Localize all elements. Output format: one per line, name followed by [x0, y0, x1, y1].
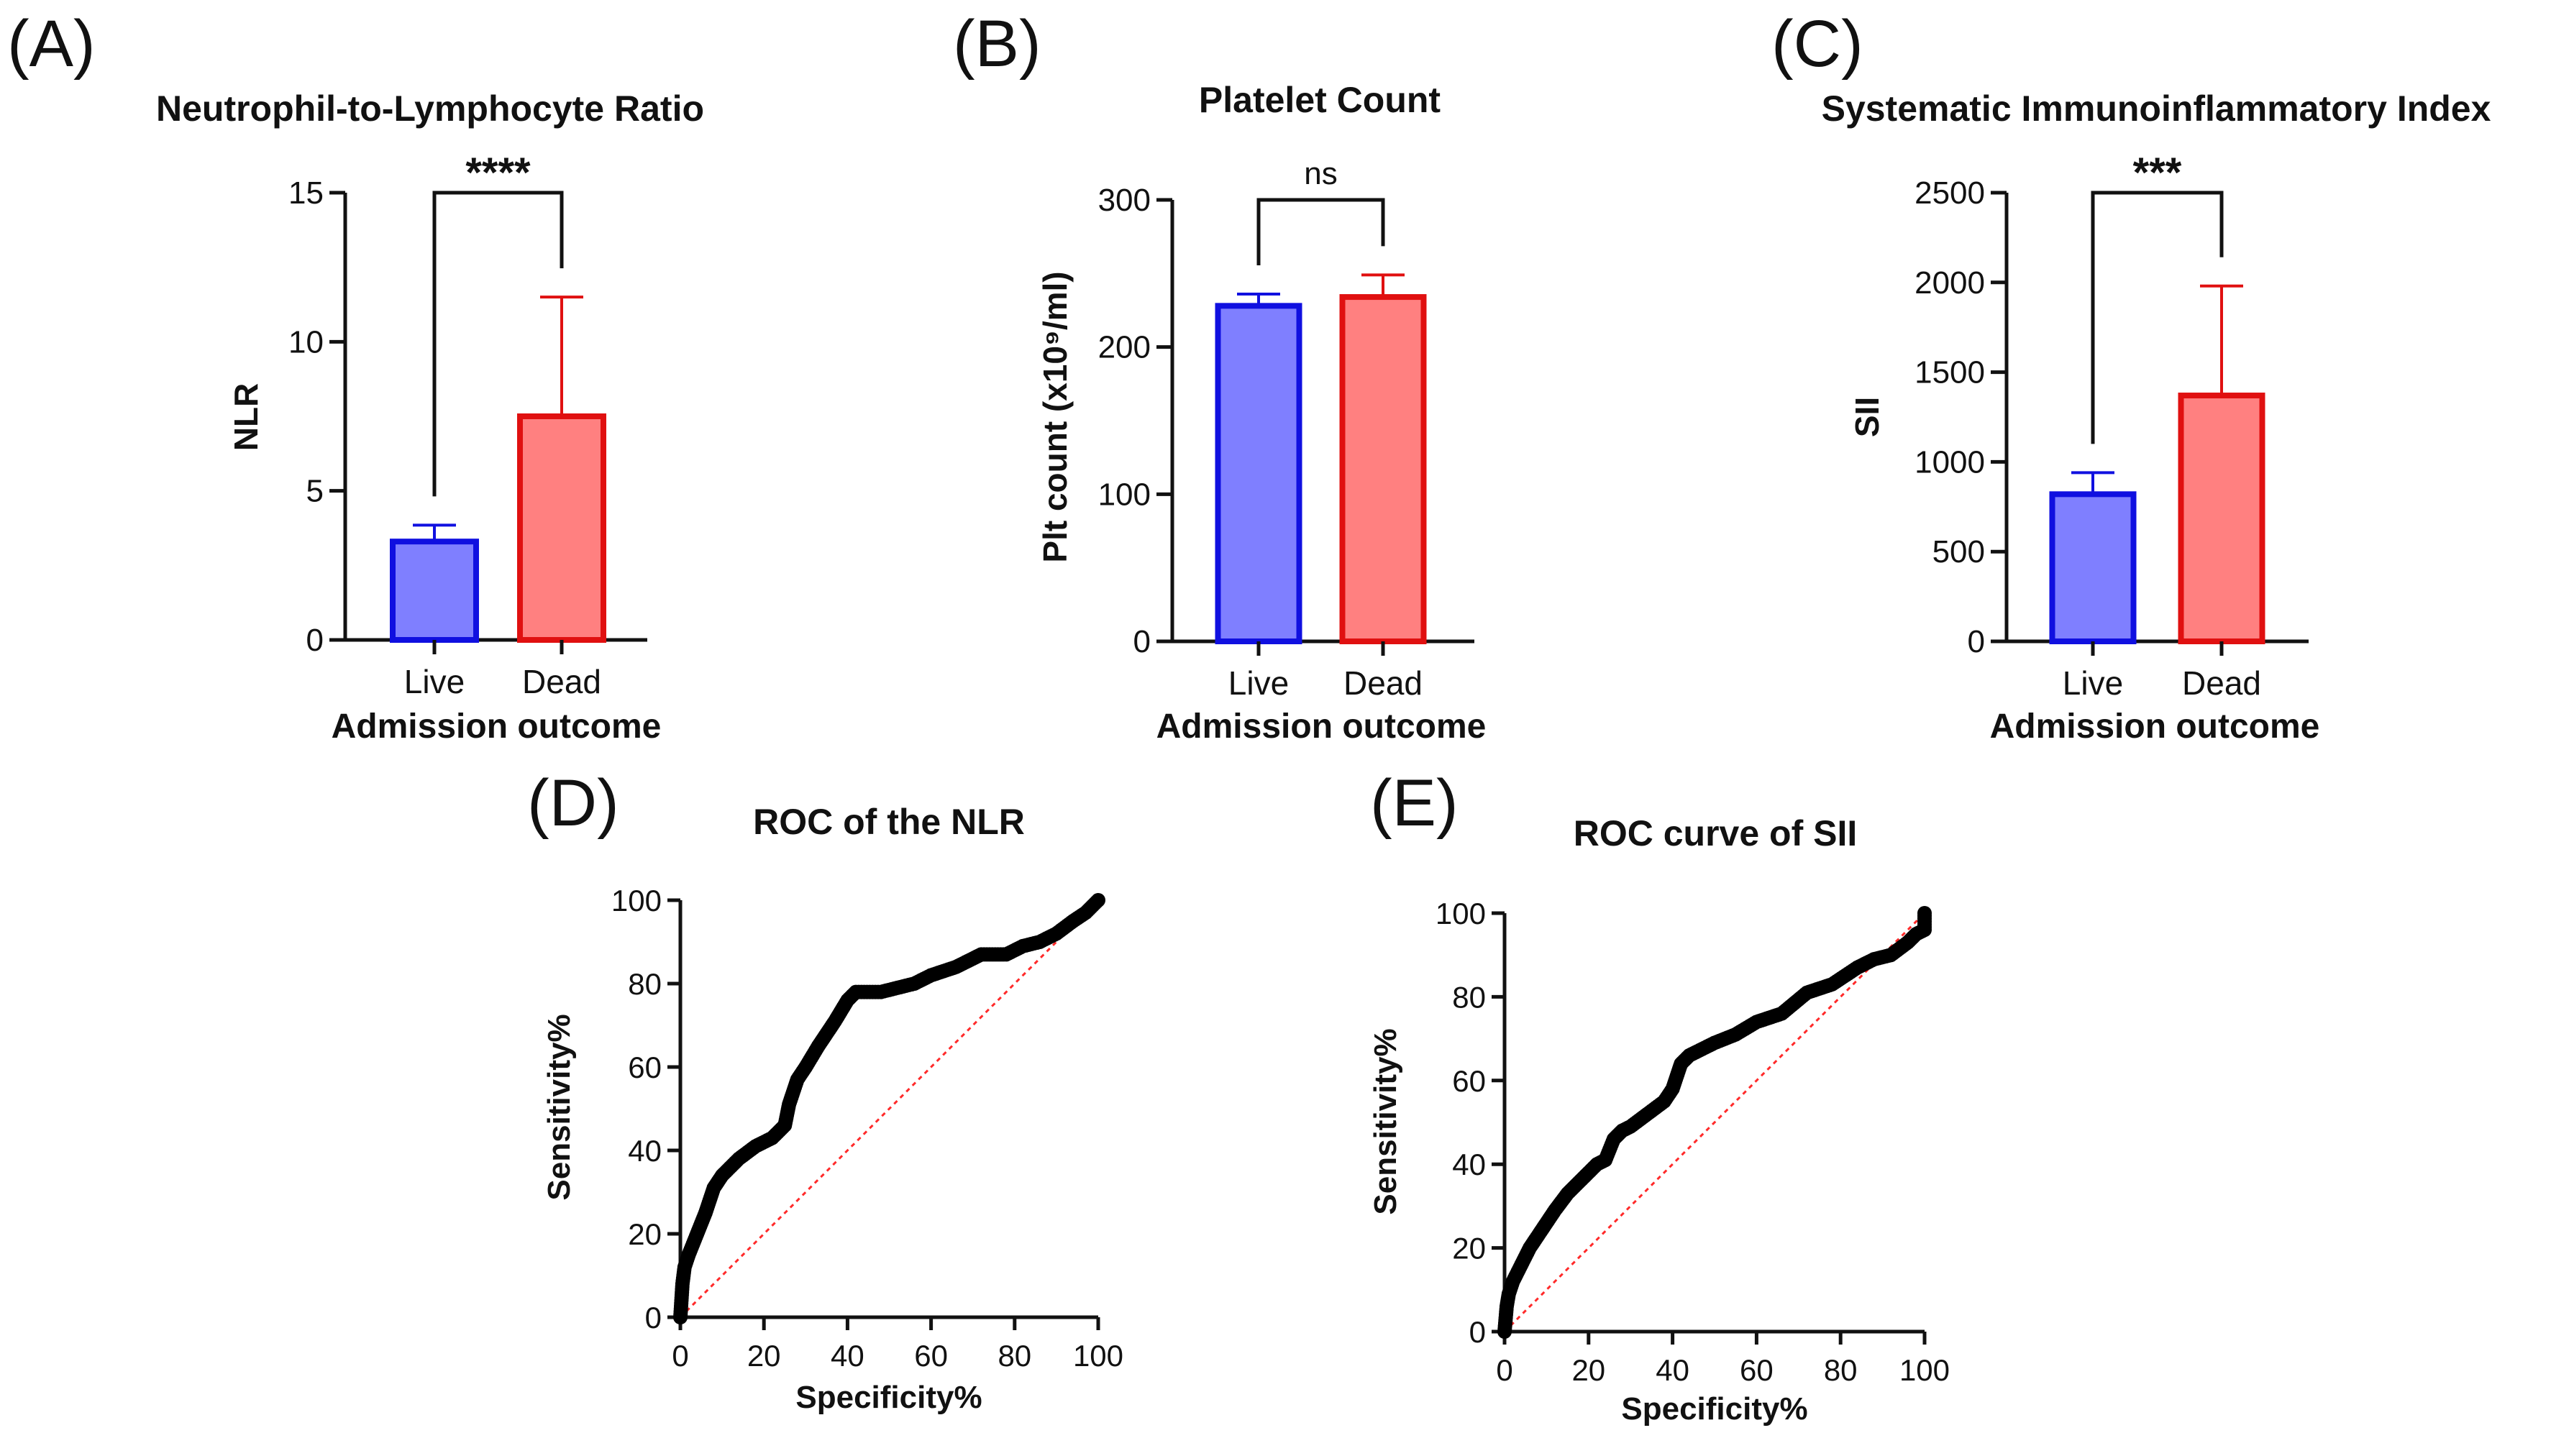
significance-bracket [2091, 191, 2224, 444]
y-tick-label: 60 [1452, 1064, 1486, 1098]
x-tick-label: 0 [1496, 1353, 1512, 1387]
significance-bracket [1256, 198, 1385, 265]
y-tick-label: 0 [1968, 624, 1985, 659]
reference-line [679, 899, 1100, 1319]
y-tick-label: 200 [1098, 330, 1151, 365]
panel-label: (A) [7, 7, 96, 81]
y-tick-label: 80 [628, 967, 662, 1001]
y-tick-label: 100 [611, 884, 662, 917]
panel-a-nlr-bar-chart: (A) Neutrophil-to-Lymphocyte Ratio 0 5 10 15 L… [7, 7, 704, 746]
x-tick-label: Dead [2182, 664, 2261, 702]
roc-points [1497, 906, 1932, 1339]
significance-label: **** [465, 150, 531, 196]
panel-label: (C) [1771, 7, 1863, 81]
y-tick-label: 1000 [1914, 444, 1985, 480]
y-tick-label: 2500 [1914, 175, 1985, 211]
y-axis-label: Sensitivity% [1368, 1028, 1403, 1214]
significance-label: *** [2133, 150, 2182, 196]
x-axis-label: Specificity% [1621, 1391, 1807, 1427]
y-tick-label: 100 [1098, 477, 1151, 512]
y-tick-label: 0 [1469, 1315, 1486, 1349]
y-tick-label: 40 [1452, 1148, 1486, 1181]
roc-point [1091, 893, 1105, 907]
panel-d-roc-nlr: (D) ROC of the NLR 0 20 40 60 80 100 0 20 40 60 80 10… [527, 766, 1123, 1415]
y-tick-label: 20 [628, 1217, 662, 1251]
y-axis-label: Plt count (x10⁹/ml) [1036, 271, 1074, 562]
x-tick-label: 60 [914, 1339, 948, 1373]
significance-label: ns [1304, 156, 1337, 191]
bar-live [1215, 303, 1302, 644]
x-tick-label: 100 [1073, 1339, 1123, 1373]
y-tick-label: 2000 [1914, 265, 1985, 301]
chart-title: Systematic Immunoinflammatory Index [1822, 88, 2491, 129]
bar-dead [2178, 393, 2265, 644]
x-tick-label: 20 [747, 1339, 781, 1373]
y-tick-label: 40 [628, 1134, 662, 1168]
y-tick-label: 300 [1098, 183, 1151, 218]
x-tick-label: 80 [998, 1339, 1031, 1373]
chart-title: ROC curve of SII [1574, 813, 1858, 853]
panel-c-sii-bar-chart: (C) Systematic Immunoinflammatory Index 0 5… [1771, 7, 2491, 746]
y-tick-label: 60 [628, 1050, 662, 1084]
y-axis-label: SII [1848, 397, 1886, 437]
panel-e-roc-sii: (E) ROC curve of SII 0 20 40 60 80 100 0 20 40 60 80… [1368, 766, 1950, 1427]
chart-title: Platelet Count [1199, 80, 1441, 120]
reference-line [1503, 912, 1926, 1333]
y-tick-label: 100 [1436, 897, 1486, 930]
roc-points [673, 893, 1105, 1324]
chart-title: ROC of the NLR [753, 802, 1025, 842]
x-tick-label: 20 [1571, 1353, 1605, 1387]
bar-dead [1339, 294, 1427, 644]
x-tick-label: 100 [1899, 1353, 1950, 1387]
roc-point [1917, 906, 1932, 920]
x-axis-label: Admission outcome [1990, 708, 2320, 746]
y-tick-label: 5 [306, 474, 324, 509]
x-tick-label: Live [2063, 664, 2123, 702]
bar-live [2049, 491, 2137, 644]
y-tick-label: 80 [1452, 980, 1486, 1014]
x-tick-label: Dead [1343, 664, 1423, 702]
x-tick-label: 40 [1656, 1353, 1689, 1387]
x-axis-label: Admission outcome [332, 708, 662, 746]
y-axis-label: NLR [227, 383, 265, 452]
significance-bracket [432, 191, 564, 497]
x-tick-label: Live [1228, 664, 1289, 702]
x-axis-label: Admission outcome [1156, 708, 1487, 746]
x-axis-label: Specificity% [795, 1380, 982, 1415]
x-tick-label: 60 [1740, 1353, 1774, 1387]
y-tick-label: 10 [288, 324, 324, 360]
y-tick-label: 0 [306, 623, 324, 658]
x-tick-label: Live [404, 663, 465, 700]
panel-b-platelet-bar-chart: (B) Platelet Count 0 100 200 300 Live Dead ns Plt… [953, 7, 1486, 746]
panel-label: (B) [953, 7, 1041, 81]
x-tick-label: 80 [1824, 1353, 1858, 1387]
y-tick-label: 500 [1932, 534, 1985, 569]
panel-label: (E) [1370, 766, 1459, 840]
x-tick-label: Dead [522, 663, 601, 700]
x-tick-label: 0 [672, 1339, 688, 1373]
y-tick-label: 20 [1452, 1232, 1486, 1265]
y-tick-label: 0 [645, 1301, 662, 1334]
bar-live [390, 539, 479, 643]
bar-dead [517, 413, 606, 643]
y-tick-label: 15 [288, 175, 324, 211]
y-tick-label: 1500 [1914, 355, 1985, 390]
chart-title: Neutrophil-to-Lymphocyte Ratio [156, 88, 704, 129]
y-axis-label: Sensitivity% [542, 1014, 577, 1200]
panel-label: (D) [527, 766, 619, 840]
x-tick-label: 40 [831, 1339, 864, 1373]
y-tick-label: 0 [1133, 624, 1151, 659]
